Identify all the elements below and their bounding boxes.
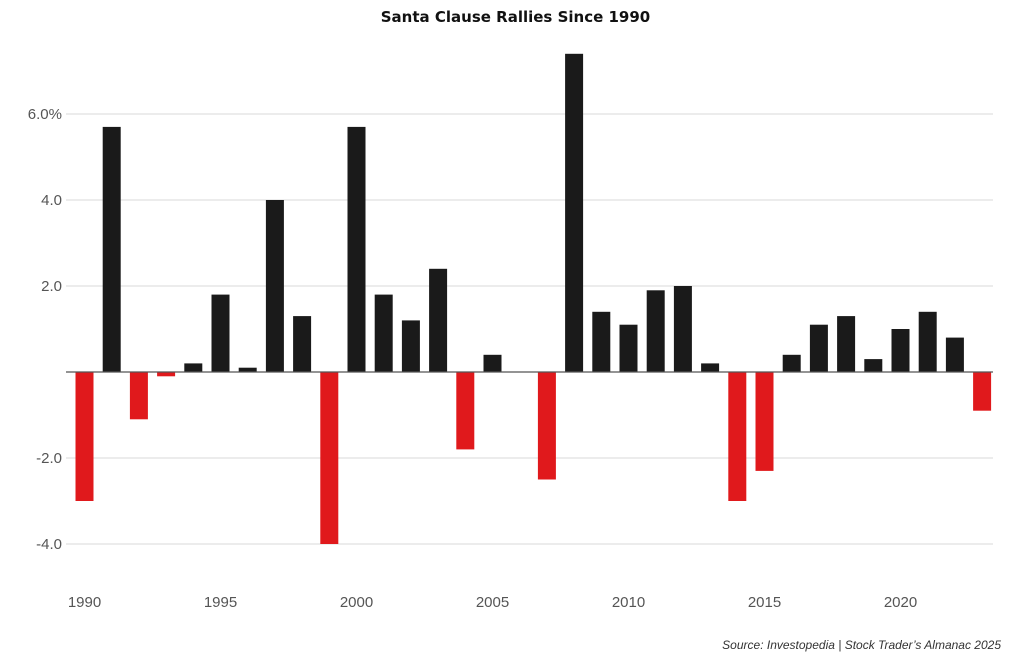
bar-1992: [129, 372, 148, 420]
x-axis-ticks: 1990 1995 2000 2005 2010 2015 2020: [68, 594, 917, 611]
x-tick-label: 2005: [476, 594, 509, 611]
bar-2018: [837, 316, 856, 372]
bar-2009: [592, 311, 611, 372]
x-tick-label: 1990: [68, 594, 101, 611]
bar-2008: [565, 53, 584, 373]
source-note: Source: Investopedia | Stock Trader’s Al…: [722, 638, 1001, 652]
x-tick-label: 2015: [748, 594, 781, 611]
bars: [75, 53, 992, 544]
bar-1998: [293, 316, 312, 372]
bar-1990: [75, 372, 94, 501]
x-tick-label: 2000: [340, 594, 373, 611]
y-tick-label: 6.0%: [28, 106, 62, 123]
bar-2015: [755, 372, 774, 471]
bar-1997: [265, 200, 284, 372]
y-tick-label: -4.0: [36, 536, 62, 553]
bar-2022: [945, 337, 964, 372]
bar-1994: [184, 363, 203, 372]
bar-2002: [401, 320, 420, 372]
y-tick-label: 2.0: [41, 278, 62, 295]
bar-2013: [701, 363, 720, 372]
bar-1995: [211, 294, 230, 372]
bar-2020: [891, 329, 910, 372]
x-tick-label: 2020: [884, 594, 917, 611]
bar-2001: [374, 294, 393, 372]
bar-2007: [537, 372, 556, 480]
gridlines: [66, 113, 993, 545]
bar-1999: [320, 372, 339, 544]
bar-2016: [782, 354, 801, 372]
bar-2010: [619, 324, 638, 372]
bar-2003: [429, 268, 448, 372]
y-tick-label: 4.0: [41, 192, 62, 209]
x-tick-label: 2010: [612, 594, 645, 611]
bar-2014: [728, 372, 747, 501]
bar-1996: [238, 367, 257, 372]
bar-2021: [918, 311, 937, 372]
bar-1991: [102, 126, 121, 373]
bar-2019: [864, 359, 883, 372]
bar-2023: [973, 372, 992, 411]
bar-2012: [673, 286, 692, 372]
y-axis-ticks: 6.0% 4.0 2.0 -2.0 -4.0: [28, 106, 62, 553]
y-tick-label: -2.0: [36, 450, 62, 467]
bar-2011: [646, 290, 665, 372]
x-tick-label: 1995: [204, 594, 237, 611]
bar-2005: [483, 354, 502, 372]
bar-2000: [347, 126, 366, 373]
bar-2004: [456, 372, 475, 450]
bar-1993: [157, 372, 176, 377]
chart-title: Santa Clause Rallies Since 1990: [380, 8, 651, 26]
bar-2017: [809, 324, 828, 372]
